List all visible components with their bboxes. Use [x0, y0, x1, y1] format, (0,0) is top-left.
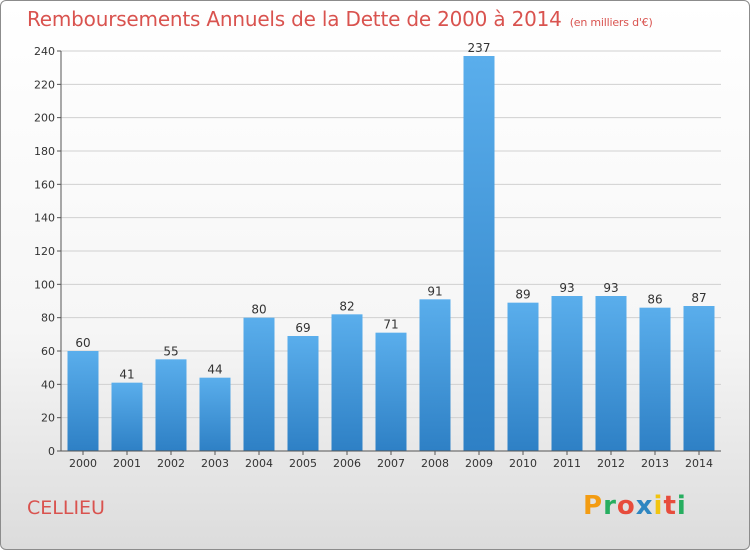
x-tick-label-2012: 2012 — [597, 457, 625, 470]
bar-2014 — [683, 306, 715, 451]
data-label-2012: 93 — [603, 281, 618, 295]
data-label-2014: 87 — [691, 291, 706, 305]
bar-2005 — [287, 336, 319, 451]
data-label-2011: 93 — [559, 281, 574, 295]
x-tick-label-2011: 2011 — [553, 457, 581, 470]
data-label-2002: 55 — [163, 344, 178, 358]
logo-letter: i — [653, 491, 664, 521]
y-tick-label: 60 — [41, 345, 55, 358]
logo-letter: t — [663, 491, 677, 521]
data-label-2005: 69 — [295, 321, 310, 335]
bar-2006 — [331, 314, 363, 451]
logo-letter: i — [676, 491, 687, 521]
x-tick-label-2008: 2008 — [421, 457, 449, 470]
y-tick-label: 200 — [34, 112, 55, 125]
data-label-2013: 86 — [647, 293, 662, 307]
commune-name: CELLIEU — [27, 497, 105, 519]
bar-layer: 60 41 55 44 80 69 82 71 91 237 89 93 93 86 87 — [67, 41, 715, 451]
y-tick-label: 140 — [34, 212, 55, 225]
x-tick-label-2010: 2010 — [509, 457, 537, 470]
logo-letter: P — [583, 491, 604, 521]
data-label-2008: 91 — [427, 284, 442, 298]
x-tick-label-2009: 2009 — [465, 457, 493, 470]
data-label-2001: 41 — [119, 368, 134, 382]
chart-title-text: Remboursements Annuels de la Dette de 20… — [27, 7, 562, 31]
data-label-2010: 89 — [515, 288, 530, 302]
logo-letter: r — [603, 491, 617, 521]
logo-letter: x — [635, 491, 654, 521]
chart-title: Remboursements Annuels de la Dette de 20… — [27, 7, 653, 31]
y-tick-label: 120 — [34, 245, 55, 258]
bar-2009 — [463, 56, 495, 451]
data-label-2000: 60 — [75, 336, 90, 350]
proxiti-logo: Proxiti — [583, 491, 687, 521]
y-tick-label: 180 — [34, 145, 55, 158]
bar-2013 — [639, 307, 671, 451]
data-label-2009: 237 — [468, 41, 491, 55]
bar-2003 — [199, 377, 231, 451]
x-tick-label-2014: 2014 — [685, 457, 713, 470]
chart-unit: (en milliers d'€) — [569, 16, 653, 29]
data-label-2007: 71 — [383, 318, 398, 332]
bar-2008 — [419, 299, 451, 451]
y-tick-label: 0 — [48, 445, 55, 458]
x-tick-label-2000: 2000 — [69, 457, 97, 470]
y-tick-label: 220 — [34, 78, 55, 91]
bar-2001 — [111, 382, 143, 451]
bar-2000 — [67, 351, 99, 451]
y-tick-label: 160 — [34, 178, 55, 191]
bar-2007 — [375, 332, 407, 451]
bar-2011 — [551, 296, 583, 451]
y-tick-label: 40 — [41, 378, 55, 391]
x-tick-label-2013: 2013 — [641, 457, 669, 470]
data-label-2004: 80 — [251, 303, 266, 317]
data-label-2003: 44 — [207, 363, 222, 377]
x-tick-label-2003: 2003 — [201, 457, 229, 470]
x-tick-label-2005: 2005 — [289, 457, 317, 470]
y-tick-label: 80 — [41, 312, 55, 325]
x-tick-label-2007: 2007 — [377, 457, 405, 470]
y-tick-label: 20 — [41, 412, 55, 425]
data-label-2006: 82 — [339, 299, 354, 313]
y-tick-label: 100 — [34, 278, 55, 291]
x-tick-label-2001: 2001 — [113, 457, 141, 470]
bar-2004 — [243, 317, 275, 451]
bar-2012 — [595, 296, 627, 451]
x-tick-label-2002: 2002 — [157, 457, 185, 470]
y-tick-label: 240 — [34, 45, 55, 58]
bar-2010 — [507, 302, 539, 451]
x-tick-label-2006: 2006 — [333, 457, 361, 470]
axis-layer: 0 20 40 60 80 100 120 140 160 180 200 220 240 2000 200… — [34, 45, 721, 470]
bar-2002 — [155, 359, 187, 451]
logo-letter: o — [616, 491, 636, 521]
x-tick-label-2004: 2004 — [245, 457, 273, 470]
